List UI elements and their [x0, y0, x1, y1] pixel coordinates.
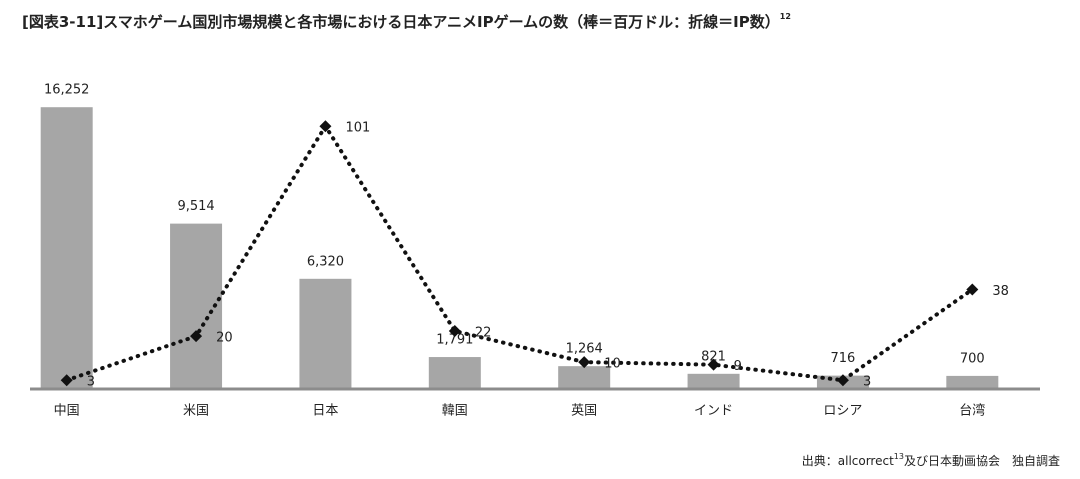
- x-tick-label: 米国: [183, 404, 209, 419]
- bar-value-label: 1,264: [566, 342, 603, 357]
- bar-value-label: 9,514: [177, 199, 214, 214]
- line-value-label: 3: [863, 375, 871, 390]
- bar: [428, 357, 481, 388]
- bar: [40, 107, 93, 389]
- x-tick-label: ロシア: [823, 404, 862, 419]
- line-marker: [707, 358, 720, 371]
- line-value-label: 101: [345, 121, 370, 136]
- line-marker: [836, 374, 849, 387]
- line-value-label: 22: [475, 325, 492, 340]
- x-tick-label: 韓国: [442, 404, 468, 419]
- title-note: 12: [780, 12, 791, 21]
- dotted-line: [64, 122, 975, 383]
- x-tick-label: インド: [694, 404, 733, 419]
- x-tick-label: 中国: [54, 404, 80, 419]
- bar: [946, 375, 999, 388]
- bar-value-label: 1,791: [436, 333, 473, 348]
- line-value-label: 10: [604, 357, 621, 372]
- bar: [299, 278, 352, 388]
- bar-value-label: 6,320: [307, 254, 344, 269]
- x-tick-label: 台湾: [959, 403, 985, 419]
- line-value-label: 20: [216, 331, 233, 346]
- x-tick-label: 英国: [571, 404, 597, 419]
- source-group: 出典：allcorrect13及び日本動画協会 独自調査: [802, 452, 1060, 468]
- line-marker: [578, 356, 591, 369]
- line-marker: [190, 330, 203, 343]
- bar: [558, 366, 611, 388]
- bar-value-label: 700: [960, 351, 985, 366]
- line-marker: [448, 324, 461, 337]
- line-marker: [319, 120, 332, 133]
- bar-value-label: 16,252: [44, 83, 90, 98]
- source-note: 13: [894, 452, 904, 461]
- source-rest: 及び日本動画協会 独自調査: [904, 453, 1060, 468]
- chart-title-group: [図表3-11]スマホゲーム国別市場規模と各市場における日本アニメIPゲームの数…: [22, 12, 791, 31]
- chart-title: [図表3-11]スマホゲーム国別市場規模と各市場における日本アニメIPゲームの数…: [22, 13, 780, 31]
- line-marker: [60, 374, 73, 387]
- line-value-label: 3: [87, 375, 95, 390]
- bar-value-label: 716: [831, 351, 856, 366]
- bar: [687, 373, 740, 388]
- line-value-label: 38: [992, 284, 1009, 299]
- line-value-label: 9: [734, 359, 742, 374]
- line-marker: [966, 283, 979, 296]
- source: 出典：allcorrect: [802, 454, 894, 468]
- x-tick-label: 日本: [312, 404, 338, 419]
- bar-value-label: 821: [701, 349, 726, 364]
